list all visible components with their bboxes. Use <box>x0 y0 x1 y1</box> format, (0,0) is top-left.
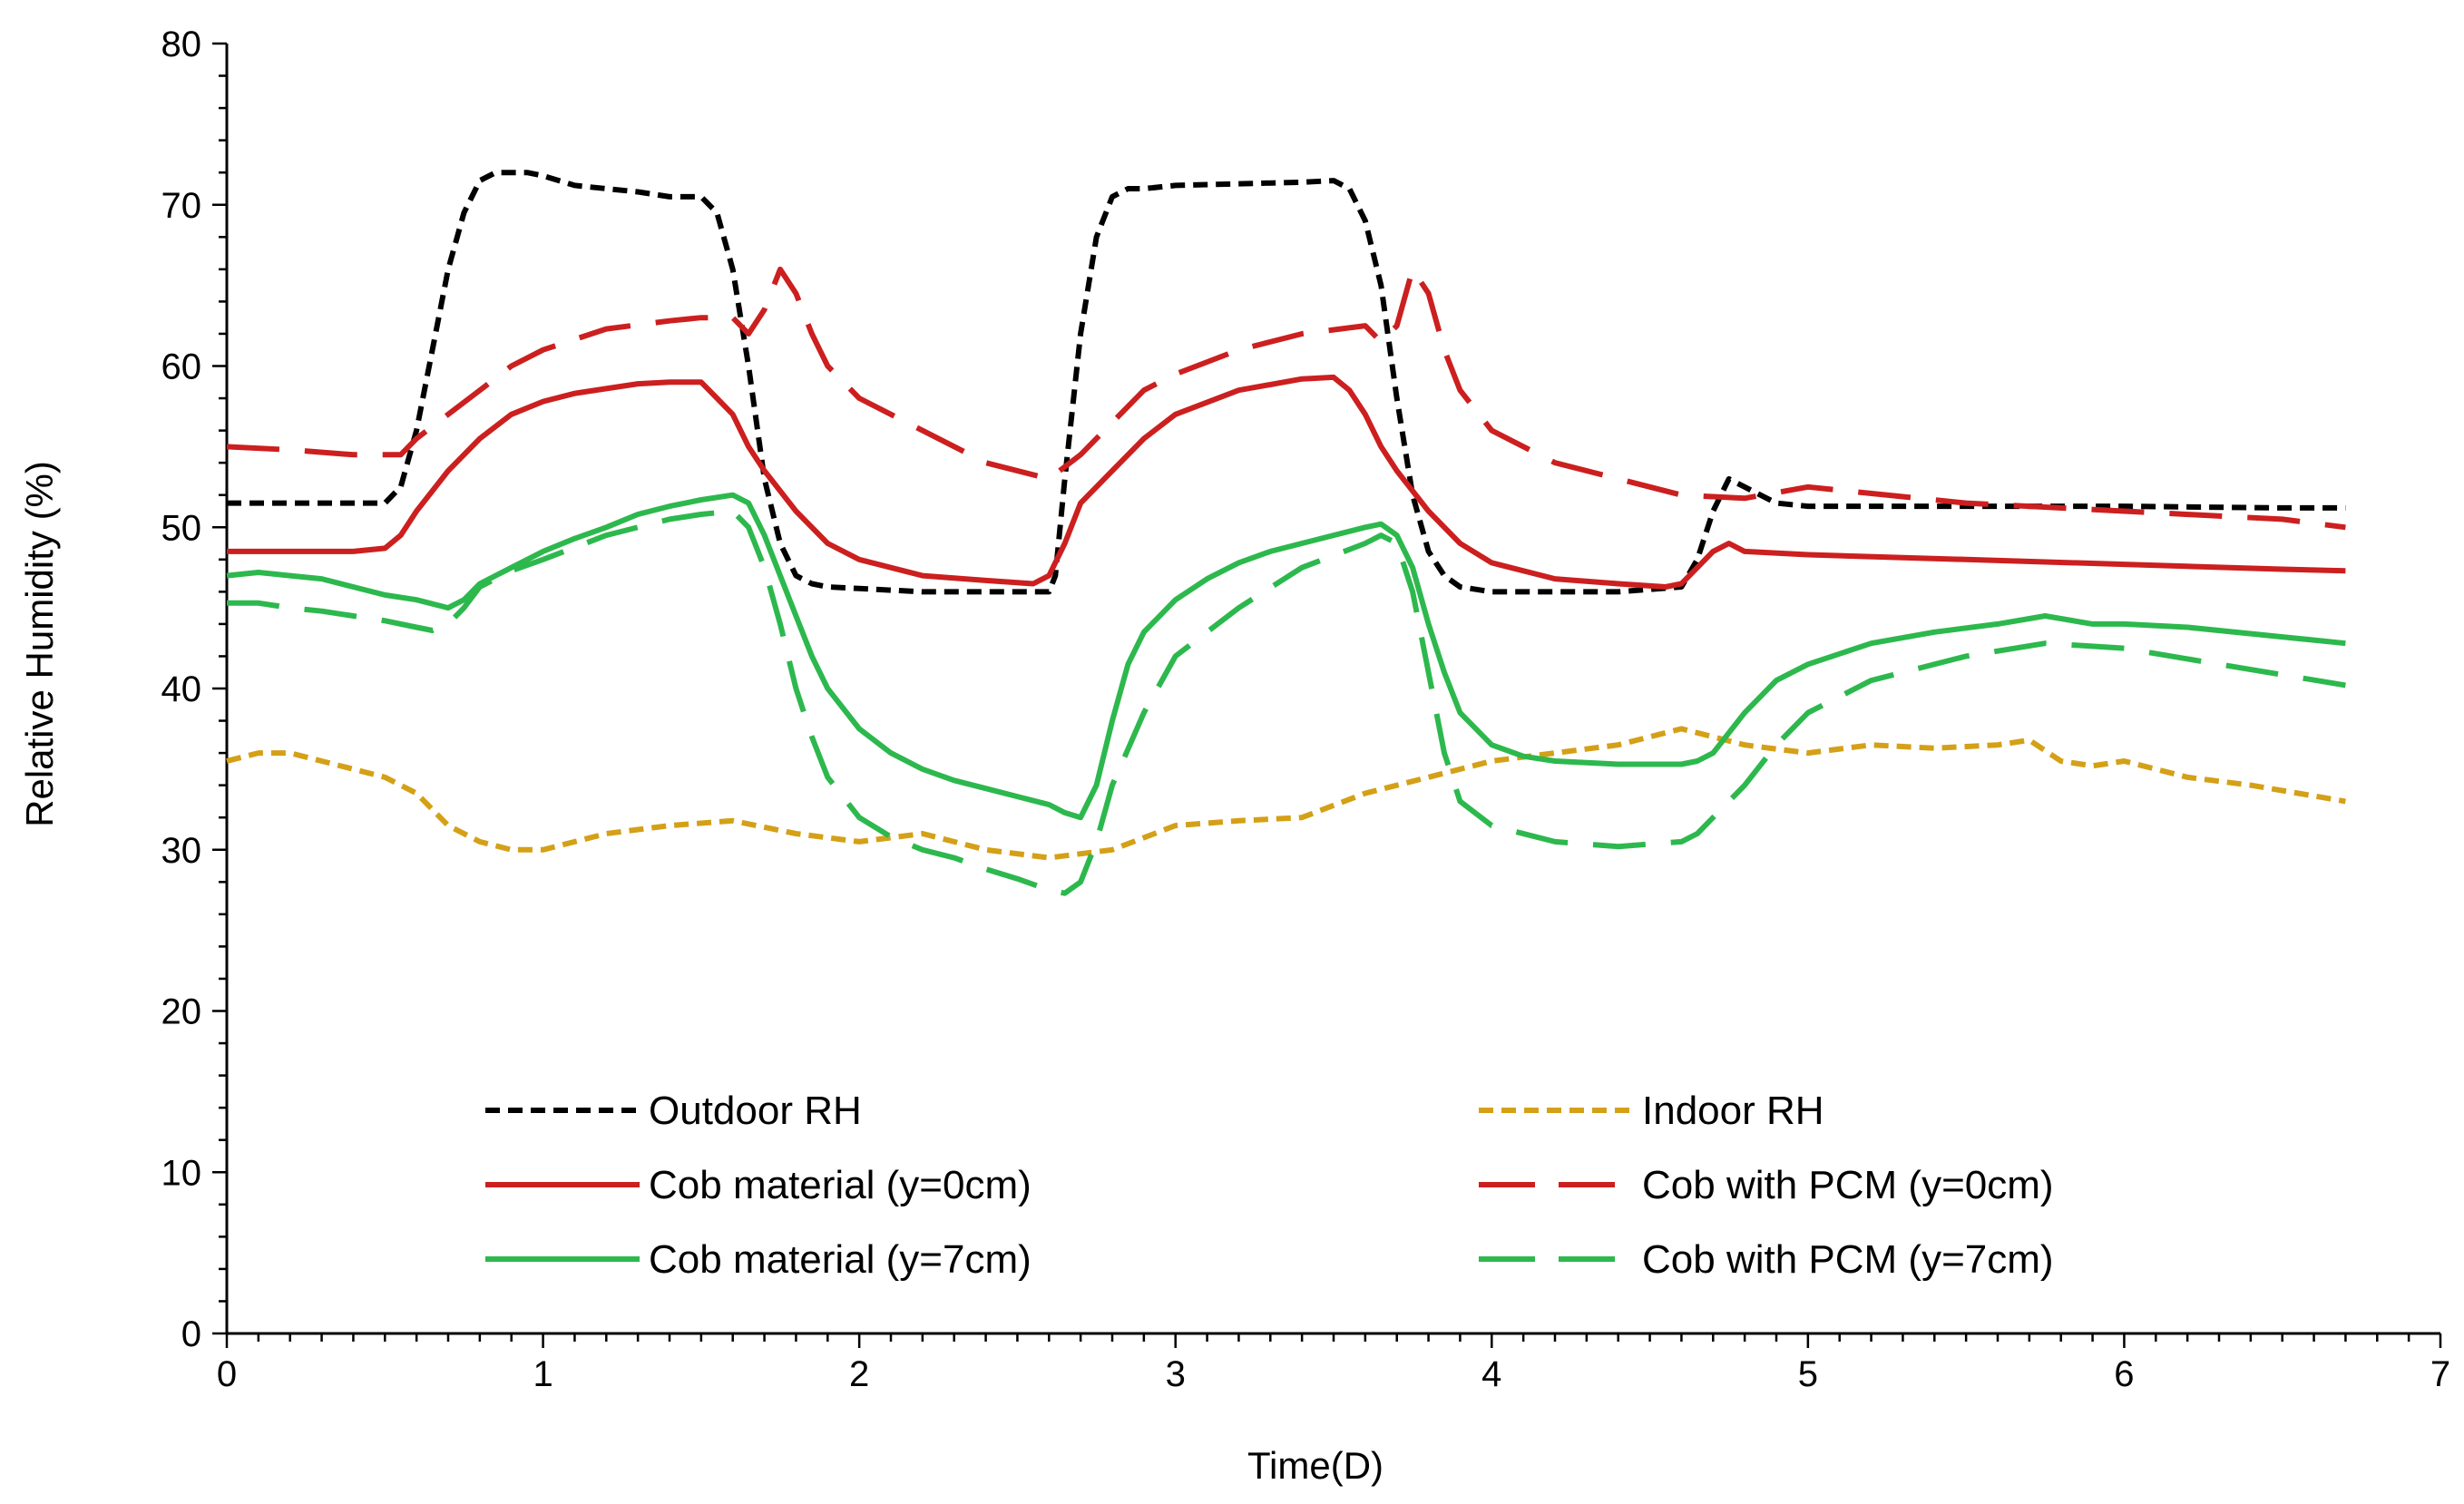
legend-label: Cob with PCM (y=7cm) <box>1642 1237 2054 1282</box>
x-tick-label: 6 <box>2114 1354 2134 1394</box>
x-tick-label: 0 <box>217 1354 237 1394</box>
x-tick-label: 5 <box>1798 1354 1818 1394</box>
y-tick-label: 0 <box>181 1314 201 1354</box>
y-tick-label: 50 <box>161 508 202 548</box>
series-line <box>227 374 2346 590</box>
y-tick-label: 30 <box>161 831 202 871</box>
x-axis-title: Time(D) <box>1247 1444 1384 1487</box>
legend-label: Cob material (y=0cm) <box>649 1163 1032 1207</box>
y-axis-title: Relative Humidity (%) <box>18 461 61 827</box>
y-tick-label: 20 <box>161 992 202 1032</box>
series-layer <box>226 170 2346 896</box>
series-line <box>226 726 2346 861</box>
legend-label: Cob with PCM (y=0cm) <box>1642 1163 2054 1207</box>
y-tick-label: 40 <box>161 669 202 709</box>
y-tick-label: 80 <box>161 24 202 64</box>
y-tick-label: 10 <box>161 1153 202 1193</box>
x-tick-label: 4 <box>1481 1354 1501 1394</box>
y-axis: 0 10 20 30 40 50 60 70 80 <box>161 24 229 1354</box>
legend: Outdoor RH Indoor RH Cob material (y=0cm) C… <box>485 1089 2054 1282</box>
series-line <box>227 170 2346 595</box>
y-tick-label: 70 <box>161 186 202 226</box>
x-tick-label: 7 <box>2430 1354 2450 1394</box>
x-tick-label: 3 <box>1166 1354 1186 1394</box>
y-tick-label: 60 <box>161 347 202 387</box>
x-tick-label: 2 <box>849 1354 869 1394</box>
legend-label: Cob material (y=7cm) <box>649 1237 1032 1282</box>
series-line <box>226 266 2346 531</box>
series-line <box>226 492 2346 821</box>
series-line <box>227 508 2346 896</box>
legend-label: Indoor RH <box>1642 1089 1824 1133</box>
x-axis: 0 1 2 3 4 5 6 7 <box>217 1332 2450 1394</box>
legend-label: Outdoor RH <box>649 1089 862 1133</box>
x-tick-label: 1 <box>533 1354 552 1394</box>
